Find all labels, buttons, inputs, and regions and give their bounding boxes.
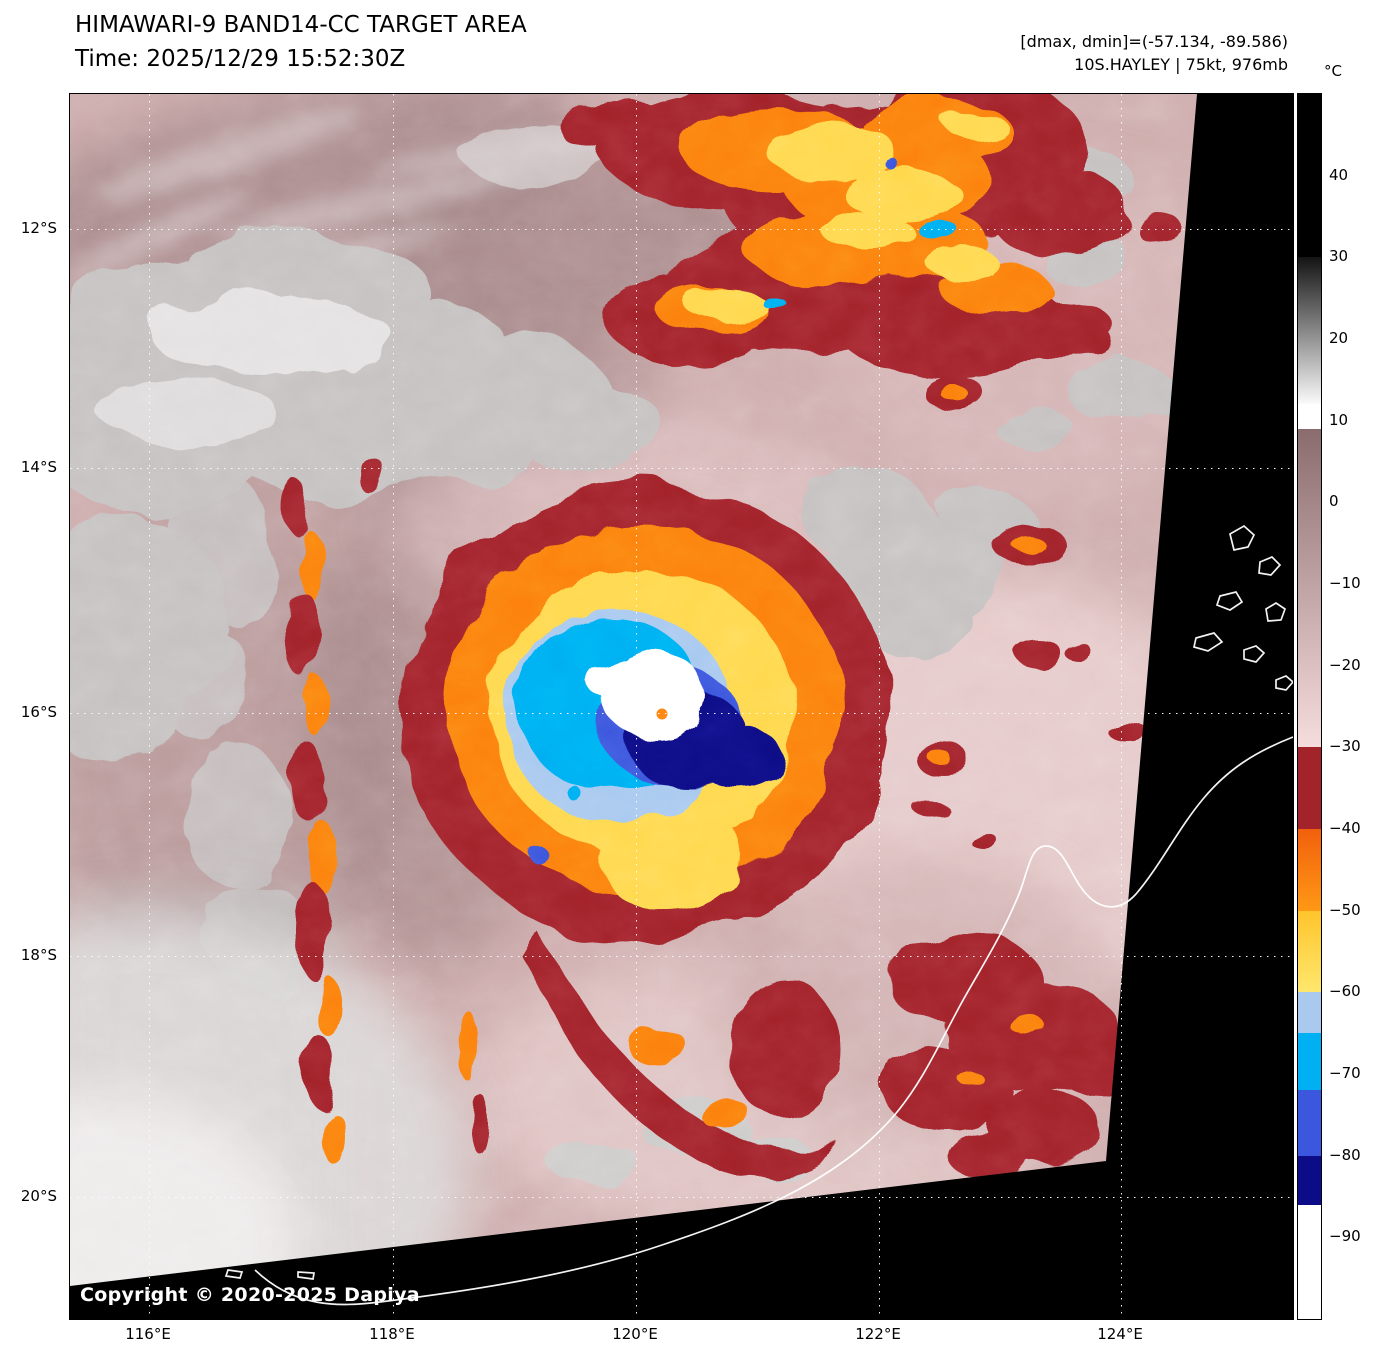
latitude-axis: 12°S 14°S 16°S 18°S 20°S [0,93,63,1318]
lat-tick-label: 18°S [20,946,57,965]
colorbar-tick-label: −30 [1329,737,1361,756]
colorbar-segment [1298,829,1321,911]
colorbar-tick-label: 10 [1329,410,1349,429]
lon-tick-label: 122°E [855,1325,901,1343]
colorbar-segment [1298,910,1321,993]
header-right-block: [dmax, dmin]=(-57.134, -89.586) 10S.HAYL… [1020,30,1288,76]
colorbar-tick-label: 40 [1329,165,1349,184]
colorbar-tick-label: 20 [1329,329,1349,347]
temperature-unit-label: °C [1324,62,1342,80]
colorbar-segment [1298,257,1321,405]
colorbar-segment [1298,1033,1321,1091]
satellite-image [70,94,1293,1319]
colorbar-segment [1298,1155,1321,1205]
colorbar-segment [1298,94,1321,258]
lat-tick-label: 14°S [20,457,57,476]
colorbar [1297,93,1322,1320]
colorbar-tick-label: 30 [1329,247,1349,266]
colorbar-segment [1298,1204,1321,1319]
copyright-watermark: Copyright © 2020-2025 Dapiya [80,1284,420,1306]
timestamp: Time: 2025/12/29 15:52:30Z [75,46,406,72]
colorbar-tick-label: −10 [1329,574,1361,592]
cloud-texture-overlay [70,94,1293,1319]
lat-tick-label: 20°S [20,1186,57,1205]
longitude-axis: 116°E 118°E 120°E 122°E 124°E [69,1325,1292,1349]
colorbar-tick-label: −90 [1329,1227,1361,1246]
colorbar-tick-label: −60 [1329,982,1361,1001]
colorbar-tick-label: 0 [1329,492,1339,511]
colorbar-tick-label: −80 [1329,1145,1361,1164]
satellite-plot-area: Copyright © 2020-2025 Dapiya [69,93,1294,1320]
colorbar-segment [1298,404,1321,429]
no-data-region [70,94,1293,1319]
lon-tick-label: 118°E [369,1325,415,1343]
colorbar-segment [1298,992,1321,1034]
product-title: HIMAWARI-9 BAND14-CC TARGET AREA [75,12,527,38]
dmax-dmin-readout: [dmax, dmin]=(-57.134, -89.586) [1020,32,1288,51]
colorbar-tick-label: −20 [1329,655,1361,674]
colorbar-segment [1298,747,1321,829]
colorbar-labels: 40 30 20 10 0 −10 −20 −30 −40 −50 −60 −70 −80 −90 [1329,93,1383,1318]
colorbar-tick-label: −50 [1329,900,1361,919]
colorbar-tick-label: −70 [1329,1064,1361,1082]
colorbar-tick-label: −40 [1329,819,1361,837]
lat-tick-label: 16°S [20,702,57,721]
lat-tick-label: 12°S [20,218,57,237]
colorbar-segment [1298,428,1321,748]
colorbar-segment [1298,1090,1321,1156]
storm-info: 10S.HAYLEY | 75kt, 976mb [1074,55,1288,75]
coastline [224,524,1293,1306]
lon-tick-label: 124°E [1097,1325,1143,1343]
lon-tick-label: 116°E [125,1325,171,1343]
lon-tick-label: 120°E [612,1325,658,1343]
